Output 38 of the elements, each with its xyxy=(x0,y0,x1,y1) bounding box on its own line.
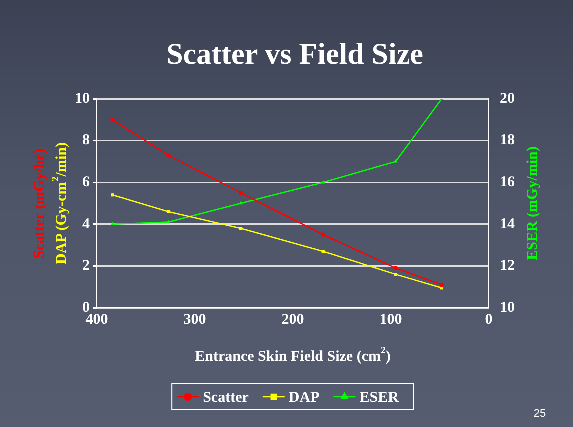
point xyxy=(110,118,115,122)
y-tick-label: 6 xyxy=(82,174,90,190)
point xyxy=(166,220,170,224)
point xyxy=(240,227,243,230)
text: 25 xyxy=(534,408,546,420)
point xyxy=(111,194,114,197)
y-tick-label: 2 xyxy=(82,258,90,274)
point xyxy=(322,250,325,254)
y-tick-label: 8 xyxy=(82,132,90,149)
point xyxy=(166,210,170,214)
point xyxy=(394,160,398,163)
y-axis-title: Scatter (mGy/hr) xyxy=(32,148,48,259)
y2-tick-label: 18 xyxy=(500,132,515,149)
point xyxy=(394,266,398,270)
x-tick-label: 0 xyxy=(485,312,493,328)
y2-tick-label: 12 xyxy=(500,258,515,274)
y2-axis-title: ESER (mGy/min) xyxy=(524,146,541,260)
y2-tick-label: 16 xyxy=(500,174,516,190)
point xyxy=(394,273,398,276)
legend-label: Scatter xyxy=(203,390,250,406)
point xyxy=(440,282,444,288)
x-tick-label: 200 xyxy=(282,312,304,328)
y2-tick-label: 20 xyxy=(500,90,515,107)
x-tick-label: 300 xyxy=(184,312,206,328)
point xyxy=(239,201,243,205)
legend-label: ESER xyxy=(360,390,400,406)
y-tick-label: 4 xyxy=(82,216,90,232)
legend-label: DAP xyxy=(288,390,320,406)
y2-tick-label: 14 xyxy=(500,216,516,232)
point xyxy=(166,153,171,158)
x-tick-label: 100 xyxy=(380,312,402,328)
y2-tick-label: 10 xyxy=(500,300,515,316)
y-tick-label: 10 xyxy=(75,90,90,107)
point xyxy=(110,222,115,226)
point xyxy=(321,232,326,238)
text: DAP (Gy-cm2/min) xyxy=(50,142,70,264)
chart-title: Scatter vs Field Size xyxy=(166,38,424,71)
point xyxy=(238,190,244,196)
